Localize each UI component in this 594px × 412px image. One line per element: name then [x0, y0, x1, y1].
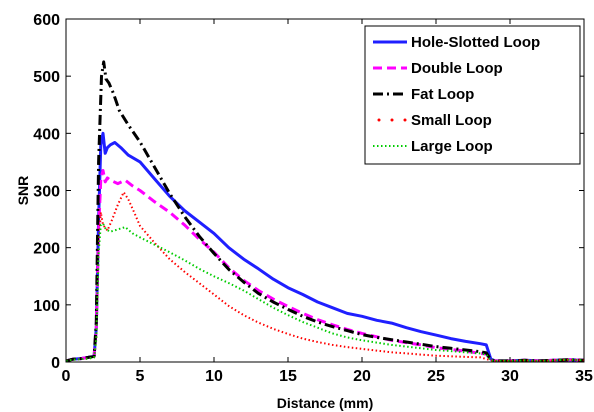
legend-label-fat-loop: Fat Loop: [411, 86, 474, 103]
y-tick-label: 400: [33, 126, 60, 143]
legend-label-hole-slotted-loop: Hole-Slotted Loop: [411, 34, 540, 51]
x-tick-label: 0: [62, 368, 71, 385]
y-tick-label: 100: [33, 298, 60, 315]
y-axis-label: SNR: [15, 176, 31, 206]
series-line-hole-slotted-loop: [65, 131, 585, 363]
x-tick-label: 25: [427, 368, 445, 385]
x-tick-label: 35: [575, 368, 593, 385]
x-tick-label: 20: [353, 368, 371, 385]
x-tick-label: 5: [136, 368, 145, 385]
y-tick-label: 500: [33, 69, 60, 86]
legend: Hole-Slotted Loop Double Loop Fat Loop Smal…: [364, 25, 581, 165]
legend-swatch-small-loop: [403, 118, 407, 122]
x-axis-label: Distance (mm): [277, 395, 373, 411]
legend-swatch-small-loop: [390, 118, 394, 122]
legend-label-double-loop: Double Loop: [411, 60, 503, 77]
series-lines: [65, 60, 585, 363]
x-tick-label: 15: [279, 368, 297, 385]
x-tick-label: 10: [205, 368, 223, 385]
y-tick-label: 600: [33, 12, 60, 29]
y-tick-label: 200: [33, 241, 60, 258]
legend-swatch-small-loop: [377, 118, 381, 122]
legend-label-large-loop: Large Loop: [411, 138, 493, 155]
y-tick-label: 300: [33, 184, 60, 201]
legend-label-small-loop: Small Loop: [411, 112, 492, 129]
y-tick-label: 0: [51, 355, 60, 372]
axis-ticks: 0 5 10 15 20 25 30 35 0 100 200 300 400 500 600: [33, 12, 593, 385]
series-line-small-loop: [65, 191, 585, 362]
x-tick-label: 30: [501, 368, 519, 385]
